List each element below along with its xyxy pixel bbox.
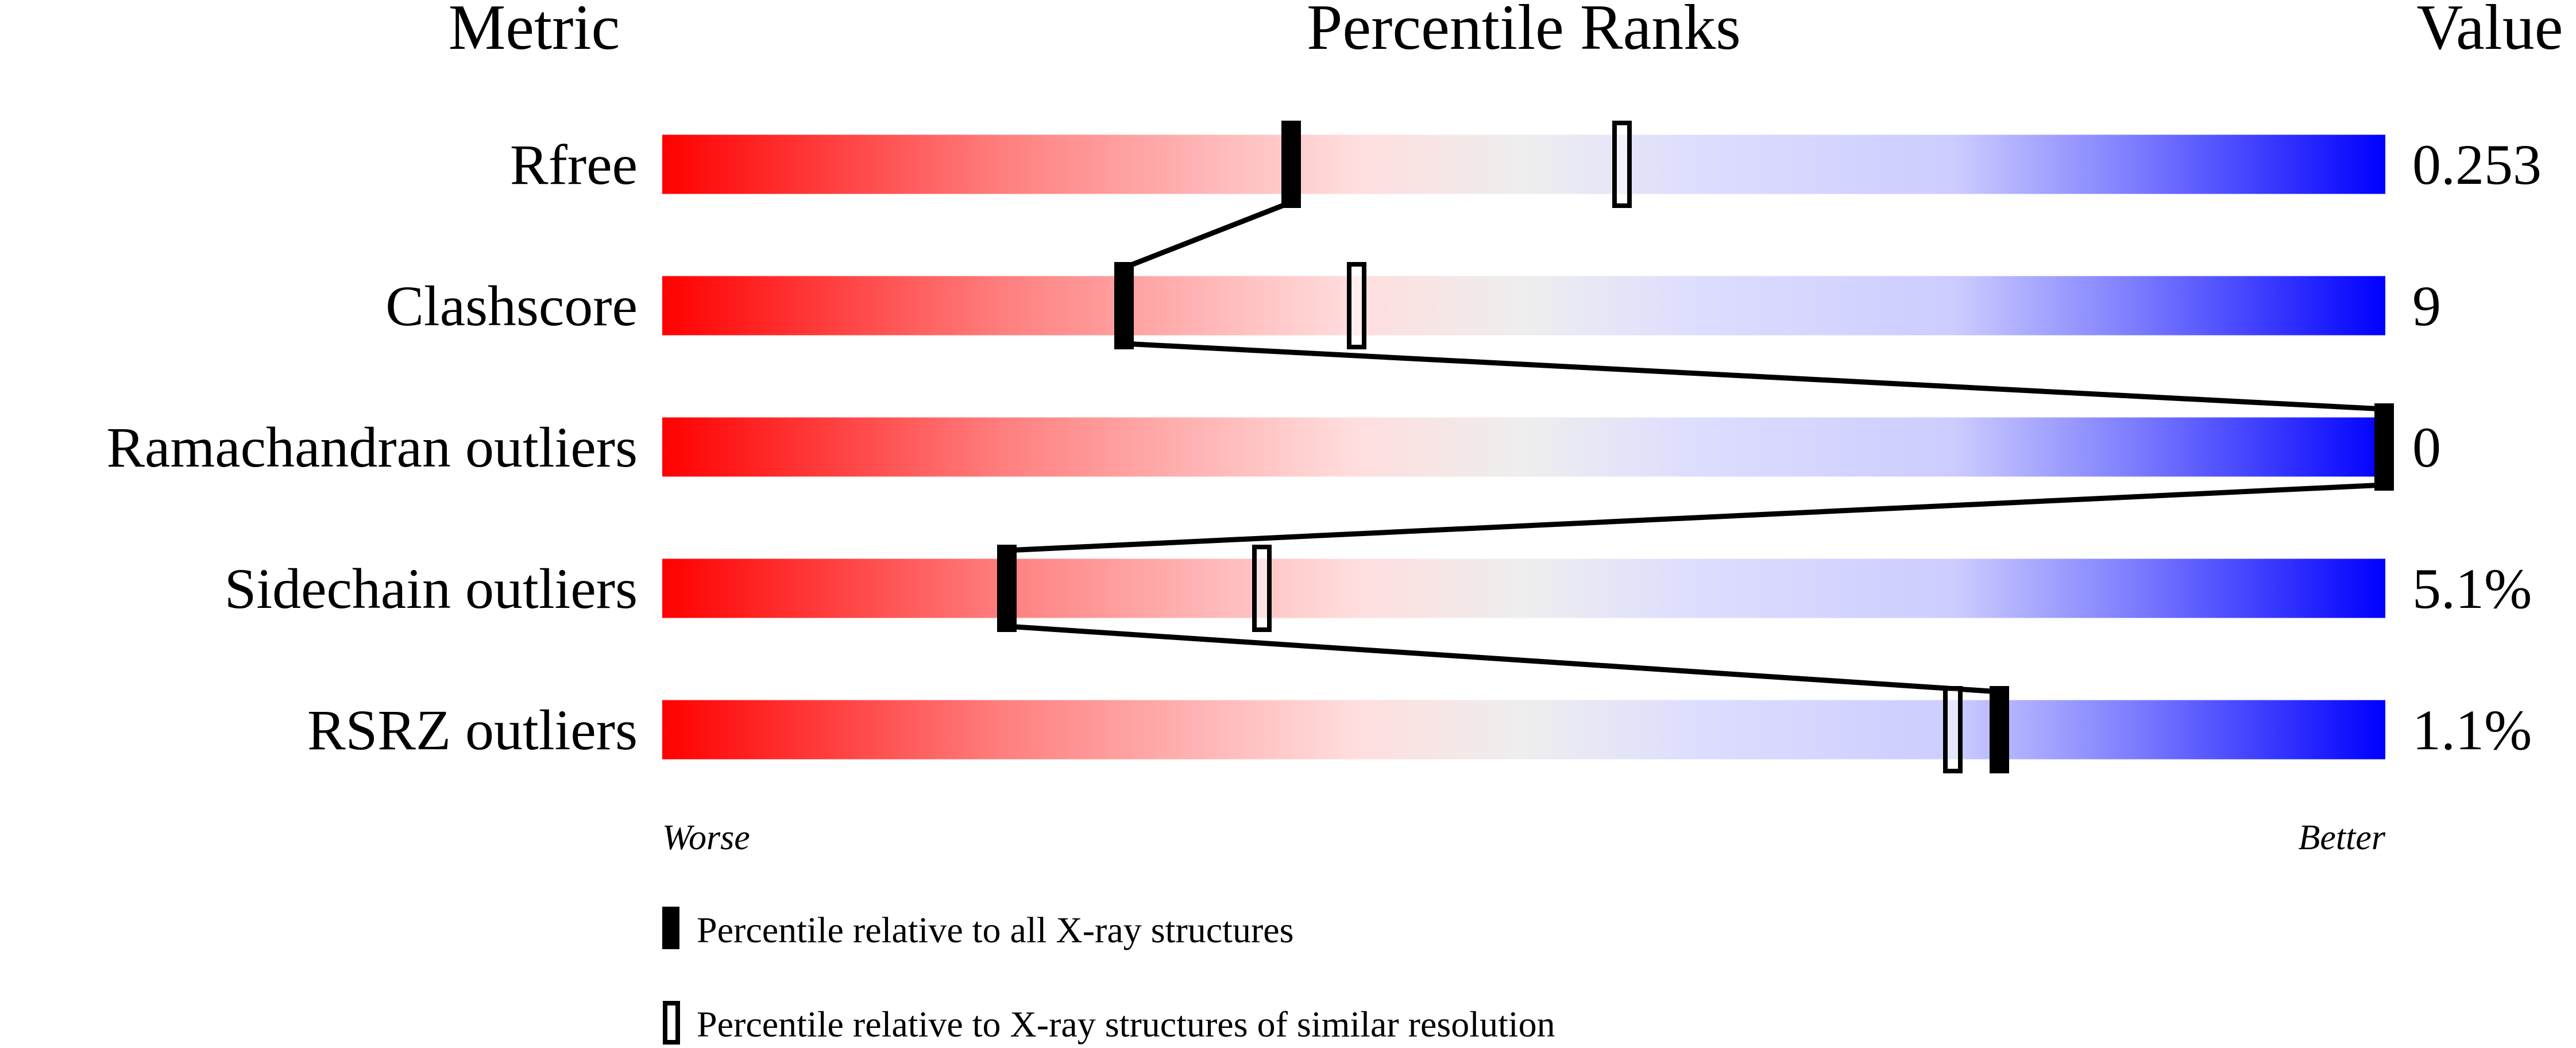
legend-filled-marker-icon [662,907,679,949]
header-metric: Metric [449,0,620,63]
metric-label-clashscore: Clashscore [385,274,638,338]
percentile-bar-ramachandran-outliers [662,417,2385,477]
marker-similar-rfree [1612,121,1632,208]
legend-open-marker-icon [663,1001,680,1045]
marker-all-clashscore [1114,262,1134,349]
marker-similar-rsrz-outliers [1943,686,1963,773]
header-value: Value [2416,0,2563,63]
marker-all-rfree [1281,121,1301,208]
percentile-bar-rsrz-outliers [662,700,2385,760]
legend-filled-label: Percentile relative to all X-ray structu… [697,910,1294,950]
worse-label: Worse [662,818,750,857]
connector-line [1006,623,2000,695]
better-label: Better [2299,818,2386,857]
metric-value-sidechain-outliers: 5.1% [2412,557,2532,621]
metric-value-rsrz-outliers: 1.1% [2412,698,2532,762]
metric-value-clashscore: 9 [2412,274,2441,338]
marker-all-rsrz-outliers [1990,686,2009,773]
percentile-bar-clashscore [662,276,2385,336]
metric-label-ramachandran-outliers: Ramachandran outliers [106,415,638,479]
marker-similar-clashscore [1347,262,1366,349]
metric-value-rfree: 0.253 [2412,133,2542,196]
percentile-bar-rfree [662,134,2385,194]
legend-open-label: Percentile relative to X-ray structures … [697,1004,1555,1045]
connector-line [1006,482,2385,553]
marker-all-sidechain-outliers [997,545,1017,632]
metric-label-rfree: Rfree [510,133,638,196]
metric-value-ramachandran-outliers: 0 [2412,415,2441,479]
connector-line [1123,341,2385,412]
marker-similar-sidechain-outliers [1252,545,1272,632]
marker-all-ramachandran-outliers [2374,403,2394,491]
metric-label-sidechain-outliers: Sidechain outliers [225,557,638,621]
header-percentile-ranks: Percentile Ranks [1307,0,1741,63]
metric-label-rsrz-outliers: RSRZ outliers [307,698,638,762]
percentile-bar-sidechain-outliers [662,558,2385,618]
connector-line [1123,199,1292,271]
